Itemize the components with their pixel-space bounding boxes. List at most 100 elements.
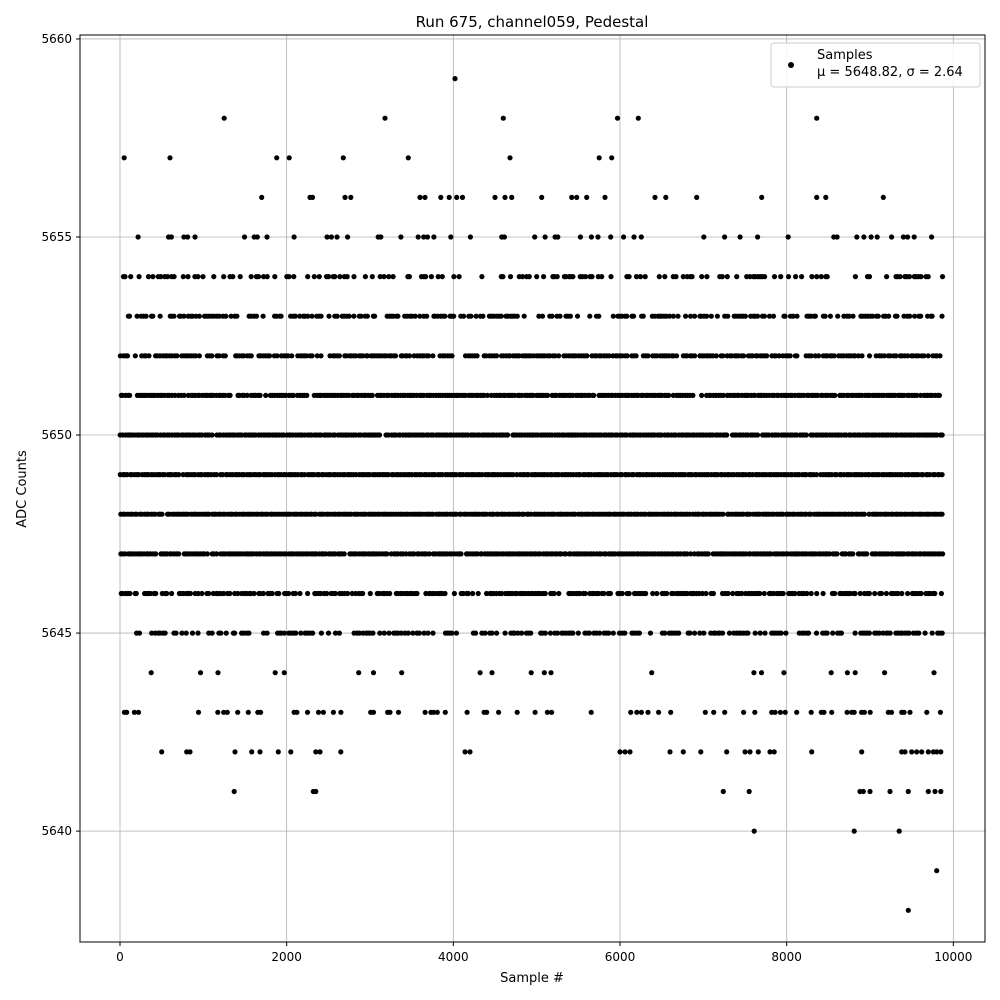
data-point — [164, 274, 171, 280]
data-point — [905, 353, 911, 359]
data-point — [588, 709, 594, 715]
data-point — [313, 749, 319, 755]
data-point — [574, 313, 581, 319]
data-point — [886, 313, 892, 319]
data-point — [726, 630, 733, 636]
data-point — [918, 590, 924, 597]
data-point — [567, 313, 574, 319]
data-point — [814, 115, 820, 121]
data-point — [783, 630, 789, 636]
data-point — [932, 590, 938, 597]
data-point — [866, 590, 873, 597]
data-point — [574, 194, 580, 200]
data-point — [617, 749, 623, 755]
data-point — [645, 353, 651, 359]
data-point — [362, 274, 368, 280]
data-point — [860, 788, 866, 795]
data-point — [739, 590, 745, 597]
data-point — [510, 472, 516, 478]
data-point — [724, 274, 730, 280]
data-point — [920, 472, 926, 478]
data-point — [392, 353, 399, 359]
data-point — [609, 155, 615, 161]
data-point — [370, 630, 376, 636]
data-point — [771, 274, 778, 280]
data-point — [187, 590, 193, 597]
data-point — [547, 630, 554, 636]
data-point — [222, 353, 228, 359]
data-point — [489, 630, 495, 636]
data-point — [823, 194, 829, 200]
data-point — [216, 353, 222, 359]
data-point — [782, 313, 788, 319]
data-point — [631, 234, 637, 240]
data-point — [720, 392, 726, 398]
data-point — [244, 392, 250, 398]
data-point — [147, 590, 153, 597]
data-point — [938, 749, 944, 755]
data-point — [230, 274, 236, 280]
data-point — [499, 590, 505, 597]
data-point — [417, 313, 423, 319]
data-point — [193, 353, 199, 359]
data-point — [185, 234, 191, 240]
data-point — [127, 392, 133, 398]
data-point — [458, 551, 464, 557]
data-point — [334, 234, 340, 240]
data-point — [281, 630, 287, 636]
data-point — [888, 709, 895, 715]
data-point — [278, 313, 284, 319]
data-point — [145, 274, 152, 280]
data-point — [602, 194, 608, 200]
data-point — [304, 392, 310, 398]
data-point — [405, 155, 411, 161]
data-point — [673, 274, 679, 280]
data-point — [667, 313, 673, 319]
data-point — [874, 234, 880, 240]
y-tick-label: 5655 — [41, 230, 72, 244]
data-point — [555, 234, 561, 240]
data-point — [261, 274, 267, 280]
data-point — [384, 551, 390, 557]
data-point — [925, 353, 931, 359]
data-point — [310, 630, 316, 636]
data-point — [610, 313, 616, 319]
data-point — [859, 353, 865, 359]
data-point — [223, 313, 229, 319]
data-point — [887, 788, 893, 795]
data-point — [656, 709, 662, 715]
data-point — [377, 630, 383, 636]
data-point — [821, 709, 827, 715]
data-point — [176, 472, 182, 478]
data-point — [539, 313, 546, 319]
data-point — [324, 590, 330, 597]
data-point — [169, 590, 175, 597]
data-point — [548, 670, 554, 676]
data-point — [221, 590, 227, 597]
data-point — [711, 709, 717, 715]
data-point — [502, 630, 508, 636]
data-point — [607, 590, 614, 597]
data-point — [309, 353, 315, 359]
data-point — [451, 313, 457, 319]
data-point — [876, 630, 882, 636]
data-point — [652, 194, 658, 200]
data-point — [248, 274, 254, 280]
data-point — [328, 234, 334, 240]
data-point — [782, 709, 788, 715]
data-point — [454, 194, 460, 200]
data-point — [804, 590, 810, 597]
data-point — [122, 274, 128, 280]
data-point — [477, 670, 483, 676]
data-point — [925, 749, 931, 755]
data-point — [587, 313, 593, 319]
data-point — [332, 274, 338, 280]
data-point — [872, 590, 878, 597]
data-point — [577, 234, 584, 240]
data-point — [253, 313, 260, 319]
data-point — [814, 274, 820, 280]
data-point — [869, 313, 876, 319]
data-point — [809, 274, 815, 280]
data-point — [624, 313, 630, 319]
data-point — [500, 115, 506, 121]
